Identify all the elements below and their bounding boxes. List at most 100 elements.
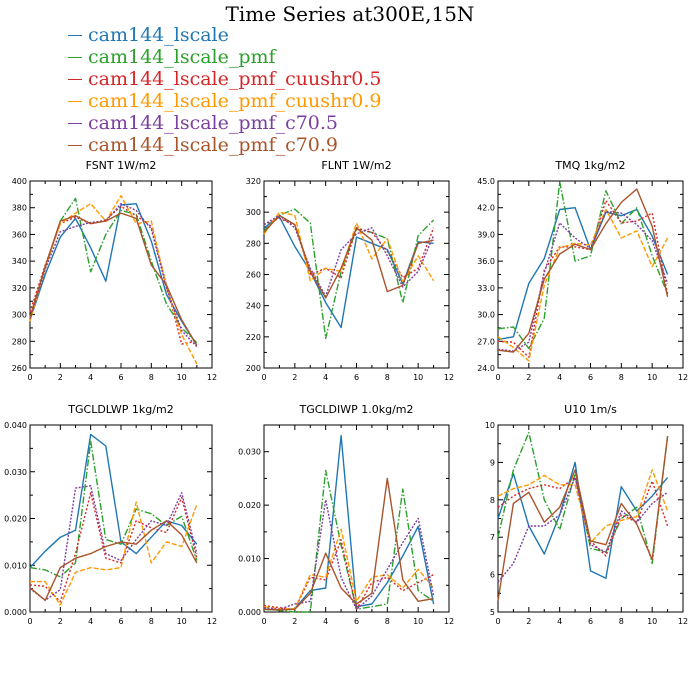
x-tick-label: 12 bbox=[678, 617, 688, 626]
x-tick-label: 4 bbox=[323, 373, 328, 382]
chart-panel-u10: U10 1m/s 0 2 4 6 8 10 12 5 6 7 8 9 10 bbox=[485, 403, 688, 626]
x-tick-label: 8 bbox=[619, 617, 624, 626]
series-line-2 bbox=[497, 431, 669, 565]
x-tick-label: 8 bbox=[619, 373, 624, 382]
legend-item: cam144_lscale bbox=[68, 24, 381, 46]
series-line-2 bbox=[497, 181, 669, 350]
series-line-6 bbox=[497, 188, 669, 353]
chart-title: FSNT 1W/m2 bbox=[86, 159, 157, 172]
legend-item: cam144_lscale_pmf_cuushr0.5 bbox=[68, 68, 381, 90]
x-tick-label: 12 bbox=[207, 373, 217, 382]
x-tick-label: 2 bbox=[526, 617, 531, 626]
x-tick-label: 12 bbox=[444, 617, 454, 626]
x-tick-label: 6 bbox=[354, 617, 359, 626]
x-tick-label: 10 bbox=[177, 617, 187, 626]
plot-frame bbox=[263, 424, 450, 613]
x-tick-label: 6 bbox=[118, 617, 123, 626]
series-line-3 bbox=[29, 205, 197, 345]
series-line-5 bbox=[497, 476, 669, 583]
y-tick-label: 10 bbox=[485, 421, 495, 430]
x-tick-label: 2 bbox=[292, 373, 297, 382]
y-tick-label: 320 bbox=[246, 177, 261, 186]
x-tick-label: 2 bbox=[292, 617, 297, 626]
x-tick-label: 10 bbox=[177, 373, 187, 382]
y-tick-label: 0.030 bbox=[4, 468, 27, 477]
y-tick-label: 320 bbox=[12, 284, 27, 293]
x-tick-label: 2 bbox=[58, 617, 63, 626]
series-line-1 bbox=[263, 435, 435, 611]
chart-title: TMQ 1kg/m2 bbox=[554, 159, 625, 172]
x-tick-label: 0 bbox=[261, 373, 266, 382]
series-line-5 bbox=[29, 202, 198, 348]
x-tick-label: 8 bbox=[149, 373, 154, 382]
series-line-4 bbox=[30, 501, 198, 606]
series-line-6 bbox=[263, 477, 434, 611]
legend-label: cam144_lscale bbox=[88, 24, 229, 46]
legend-swatch bbox=[68, 122, 82, 124]
y-tick-label: 39.0 bbox=[477, 230, 495, 239]
series-line-6 bbox=[29, 520, 198, 601]
legend-swatch bbox=[68, 78, 82, 80]
legend-item: cam144_lscale_pmf_cuushr0.9 bbox=[68, 90, 381, 112]
y-tick-label: 340 bbox=[12, 257, 27, 266]
y-tick-label: 380 bbox=[12, 204, 27, 213]
plot-frame bbox=[263, 180, 450, 369]
y-tick-label: 240 bbox=[246, 302, 261, 311]
y-tick-label: 260 bbox=[246, 271, 261, 280]
legend-label: cam144_lscale_pmf_cuushr0.9 bbox=[88, 90, 382, 112]
x-tick-label: 0 bbox=[495, 617, 500, 626]
chart-panel-flnt: FLNT 1W/m2 0 2 4 6 8 10 12 200 220 240 260 280 300 320 bbox=[246, 159, 454, 382]
y-tick-label: 200 bbox=[246, 364, 261, 373]
plot-frame bbox=[29, 424, 213, 613]
series-line-6 bbox=[29, 212, 198, 346]
y-tick-label: 27.0 bbox=[477, 337, 495, 346]
y-tick-label: 300 bbox=[12, 311, 27, 320]
y-tick-label: 24.0 bbox=[477, 364, 495, 373]
legend-label: cam144_lscale_pmf_cuushr0.5 bbox=[88, 68, 382, 90]
series-line-1 bbox=[497, 461, 669, 579]
x-tick-label: 8 bbox=[149, 617, 154, 626]
chart-title: TGCLDLWP 1kg/m2 bbox=[67, 403, 173, 416]
x-tick-label: 10 bbox=[647, 373, 657, 382]
series-line-5 bbox=[263, 499, 435, 610]
y-tick-label: 0.010 bbox=[238, 555, 261, 564]
legend: cam144_lscale cam144_lscale_pmf cam144_lsc… bbox=[68, 24, 381, 156]
series-line-2 bbox=[29, 197, 198, 344]
series-line-1 bbox=[497, 206, 669, 341]
x-tick-label: 12 bbox=[444, 373, 454, 382]
y-tick-label: 280 bbox=[12, 337, 27, 346]
series-line-5 bbox=[29, 485, 198, 601]
series-line-4 bbox=[497, 208, 669, 362]
series-line-6 bbox=[497, 436, 669, 601]
chart-panel-fsnt: FSNT 1W/m2 0 2 4 6 8 10 12 260 280 300 320 340 360 380… bbox=[12, 159, 217, 382]
y-tick-label: 0.020 bbox=[238, 501, 261, 510]
y-tick-label: 45.0 bbox=[477, 177, 495, 186]
series-line-1 bbox=[29, 202, 198, 346]
x-tick-label: 8 bbox=[385, 373, 390, 382]
x-tick-label: 0 bbox=[27, 373, 32, 382]
y-tick-label: 6 bbox=[490, 571, 495, 580]
chart-title: U10 1m/s bbox=[564, 403, 617, 416]
legend-swatch bbox=[68, 100, 82, 102]
series-line-4 bbox=[29, 194, 198, 365]
chart-title: FLNT 1W/m2 bbox=[321, 159, 391, 172]
series-line-3 bbox=[497, 476, 669, 557]
y-tick-label: 220 bbox=[246, 333, 261, 342]
x-tick-label: 0 bbox=[495, 373, 500, 382]
y-tick-label: 30.0 bbox=[477, 311, 495, 320]
plot-frame bbox=[29, 180, 213, 369]
y-tick-label: 280 bbox=[246, 239, 261, 248]
y-tick-label: 8 bbox=[490, 496, 495, 505]
legend-swatch bbox=[68, 56, 82, 58]
series-line-5 bbox=[497, 210, 669, 352]
x-tick-label: 6 bbox=[354, 373, 359, 382]
x-tick-label: 2 bbox=[526, 373, 531, 382]
y-tick-label: 300 bbox=[246, 208, 261, 217]
y-tick-label: 0.020 bbox=[4, 515, 27, 524]
series-line-5 bbox=[263, 214, 435, 297]
series-line-3 bbox=[29, 492, 198, 603]
x-tick-label: 6 bbox=[118, 373, 123, 382]
legend-item: cam144_lscale_pmf bbox=[68, 46, 381, 68]
x-tick-label: 6 bbox=[588, 617, 593, 626]
x-tick-label: 2 bbox=[58, 373, 63, 382]
